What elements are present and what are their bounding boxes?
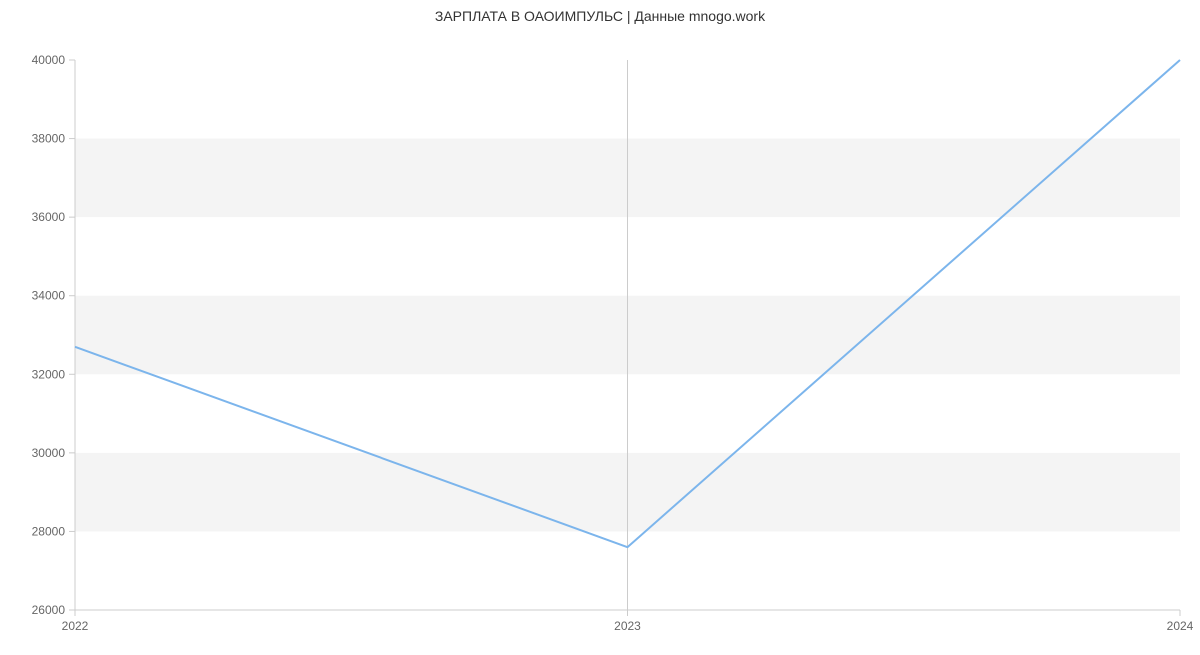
line-chart: 26000 28000 30000 32000 34000 36000 38000 40000… xyxy=(0,30,1200,650)
y-tick-label: 34000 xyxy=(32,289,66,303)
x-tick-label: 2024 xyxy=(1167,619,1194,633)
y-tick-label: 40000 xyxy=(32,53,66,67)
chart-container: 26000 28000 30000 32000 34000 36000 38000 40000… xyxy=(0,30,1200,650)
y-tick-label: 32000 xyxy=(32,367,66,381)
y-tick-label: 36000 xyxy=(32,210,66,224)
y-tick-label: 30000 xyxy=(32,446,66,460)
y-tick-label: 38000 xyxy=(32,132,66,146)
y-tick-label: 28000 xyxy=(32,524,66,538)
x-tick-label: 2022 xyxy=(62,619,89,633)
chart-title: ЗАРПЛАТА В ОАОИМПУЛЬС | Данные mnogo.wor… xyxy=(0,0,1200,30)
x-tick-label: 2023 xyxy=(614,619,641,633)
y-tick-label: 26000 xyxy=(32,603,66,617)
